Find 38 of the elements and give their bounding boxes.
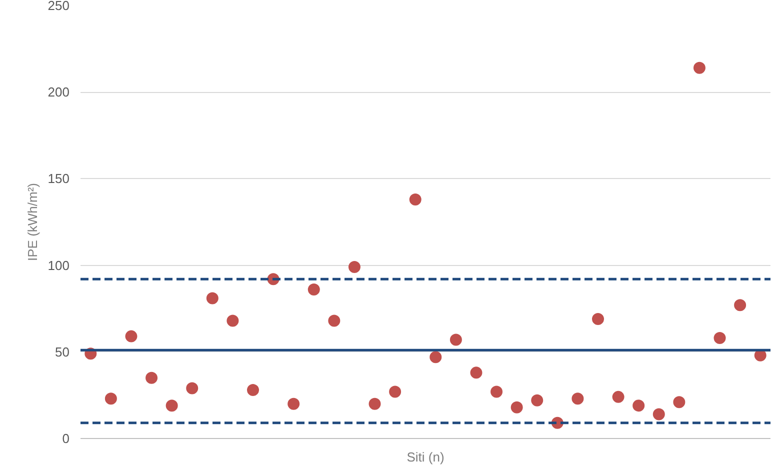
y-tick-label: 200	[48, 84, 70, 100]
point	[612, 390, 624, 403]
point	[470, 366, 482, 379]
point	[409, 193, 422, 206]
point	[247, 384, 259, 396]
point	[226, 314, 239, 327]
point	[308, 284, 320, 296]
point	[652, 408, 665, 420]
point	[531, 394, 544, 406]
point	[572, 392, 584, 405]
y-tick-label: 100	[48, 258, 70, 273]
point	[186, 382, 198, 394]
point	[673, 396, 686, 408]
point	[288, 398, 300, 410]
point	[146, 372, 158, 384]
point	[510, 401, 523, 414]
x-axis-title: Siti (n)	[406, 450, 444, 464]
point	[104, 392, 117, 405]
point	[206, 292, 218, 304]
point	[450, 334, 462, 346]
y-tick-label: 50	[55, 344, 70, 360]
point	[125, 330, 138, 342]
point	[632, 400, 645, 412]
y-axis-title: IPE (kWh/m²)	[24, 182, 40, 261]
point	[490, 386, 503, 398]
point	[734, 299, 746, 312]
point	[166, 400, 178, 412]
point	[348, 261, 360, 274]
point	[592, 313, 604, 325]
y-tick-label: 0	[62, 431, 70, 446]
point	[389, 386, 402, 398]
y-tick-label: 250	[48, 0, 70, 13]
point	[368, 398, 381, 410]
point	[430, 351, 442, 364]
point	[693, 62, 706, 74]
point	[328, 314, 340, 327]
point	[714, 332, 726, 344]
y-tick-label: 150	[48, 171, 70, 186]
